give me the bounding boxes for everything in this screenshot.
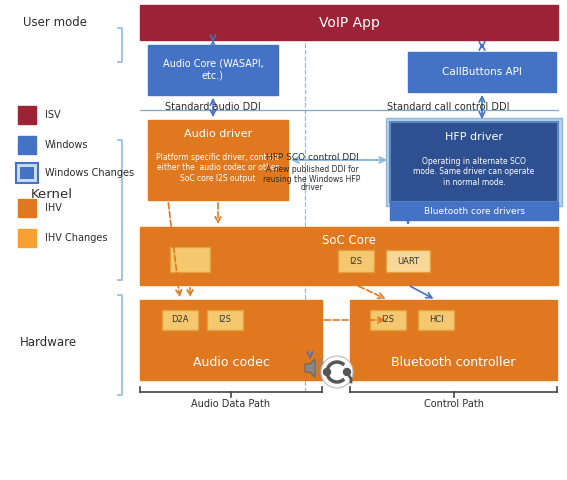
Text: A new published DDI for: A new published DDI for (266, 166, 358, 175)
Text: Kernel: Kernel (31, 189, 73, 202)
Text: Audio Data Path: Audio Data Path (192, 399, 270, 409)
FancyBboxPatch shape (140, 5, 558, 40)
Text: Operating in alternate SCO
mode. Same driver can operate
in normal mode.: Operating in alternate SCO mode. Same dr… (413, 157, 535, 187)
FancyBboxPatch shape (170, 247, 210, 272)
Text: Standard call control DDI: Standard call control DDI (387, 102, 509, 112)
FancyBboxPatch shape (18, 229, 36, 247)
Text: HFP driver: HFP driver (445, 132, 503, 142)
Text: Control Path: Control Path (424, 399, 484, 409)
FancyBboxPatch shape (418, 310, 454, 330)
Text: CallButtons API: CallButtons API (442, 67, 522, 77)
Text: Hardware: Hardware (19, 336, 77, 348)
Polygon shape (305, 359, 315, 377)
Text: Bluetooth core drivers: Bluetooth core drivers (424, 206, 524, 216)
FancyBboxPatch shape (370, 310, 406, 330)
Text: etc.): etc.) (202, 70, 224, 80)
FancyBboxPatch shape (386, 250, 430, 272)
Circle shape (344, 369, 350, 375)
FancyBboxPatch shape (20, 167, 34, 179)
Text: IHV Changes: IHV Changes (45, 233, 108, 243)
FancyBboxPatch shape (16, 163, 38, 183)
Text: Audio driver: Audio driver (184, 129, 252, 139)
Text: HFP SCO control DDI: HFP SCO control DDI (265, 154, 358, 163)
Text: User mode: User mode (23, 15, 87, 28)
FancyBboxPatch shape (338, 250, 374, 272)
FancyBboxPatch shape (207, 310, 243, 330)
FancyBboxPatch shape (350, 300, 557, 380)
Text: ISV: ISV (45, 110, 61, 120)
Text: Platform specific driver, controls
either the  audio codec or other
SoC core I2S: Platform specific driver, controls eithe… (156, 153, 280, 183)
Text: VoIP App: VoIP App (319, 15, 379, 29)
FancyBboxPatch shape (390, 202, 558, 220)
FancyBboxPatch shape (140, 227, 558, 285)
FancyBboxPatch shape (408, 52, 556, 92)
Text: Audio codec: Audio codec (193, 356, 269, 369)
Text: Audio Core (WASAPI,: Audio Core (WASAPI, (163, 58, 264, 68)
FancyBboxPatch shape (18, 136, 36, 154)
Text: I2S: I2S (382, 315, 395, 324)
Text: SoC Core: SoC Core (322, 235, 376, 248)
FancyBboxPatch shape (18, 199, 36, 217)
Text: driver: driver (301, 183, 323, 192)
Text: Standard audio DDI: Standard audio DDI (165, 102, 261, 112)
FancyBboxPatch shape (18, 106, 36, 124)
FancyBboxPatch shape (148, 45, 278, 95)
Text: HCI: HCI (429, 315, 443, 324)
FancyBboxPatch shape (140, 300, 322, 380)
Circle shape (321, 356, 353, 388)
FancyBboxPatch shape (390, 122, 558, 202)
Text: D2A: D2A (171, 315, 189, 324)
Text: Windows Changes: Windows Changes (45, 168, 134, 178)
Text: UART: UART (397, 256, 419, 265)
Text: IHV: IHV (45, 203, 62, 213)
Circle shape (324, 369, 331, 375)
Text: I2S: I2S (218, 315, 231, 324)
FancyBboxPatch shape (148, 120, 288, 200)
FancyBboxPatch shape (386, 118, 562, 206)
Text: Windows: Windows (45, 140, 88, 150)
FancyBboxPatch shape (162, 310, 198, 330)
Text: Bluetooth controller: Bluetooth controller (391, 356, 516, 369)
Text: I2S: I2S (349, 256, 362, 265)
Text: reusing the Windows HFP: reusing the Windows HFP (263, 175, 361, 183)
